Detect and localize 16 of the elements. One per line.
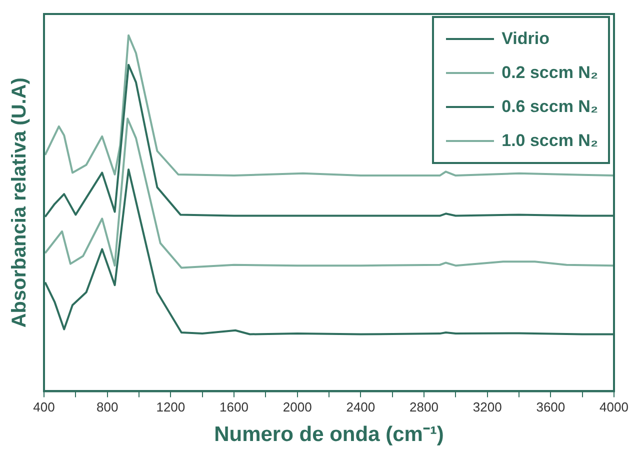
x-tick-label: 3600 [536, 400, 566, 415]
x-tick-label: 1200 [156, 400, 186, 415]
legend-label: 1.0 sccm N₂ [502, 131, 598, 151]
x-tick-label: 1600 [220, 400, 248, 415]
legend-label: Vidrio [502, 29, 550, 49]
x-tick-label: 3200 [472, 400, 502, 415]
legend-label: 0.6 sccm N₂ [502, 97, 598, 117]
x-tick-label: 2400 [346, 400, 376, 415]
y-axis-title: Absorbancia relativa (U.A) [8, 78, 31, 328]
x-tick-label: 800 [96, 400, 118, 415]
x-tick-label: 4000 [600, 400, 628, 415]
x-axis-title: Numero de onda (cm⁻¹) [214, 423, 444, 446]
x-tick-label: 2000 [282, 400, 312, 415]
x-tick-label: 400 [33, 400, 55, 415]
x-tick-label: 2800 [410, 400, 438, 415]
legend-label: 0.2 sccm N₂ [502, 63, 598, 83]
